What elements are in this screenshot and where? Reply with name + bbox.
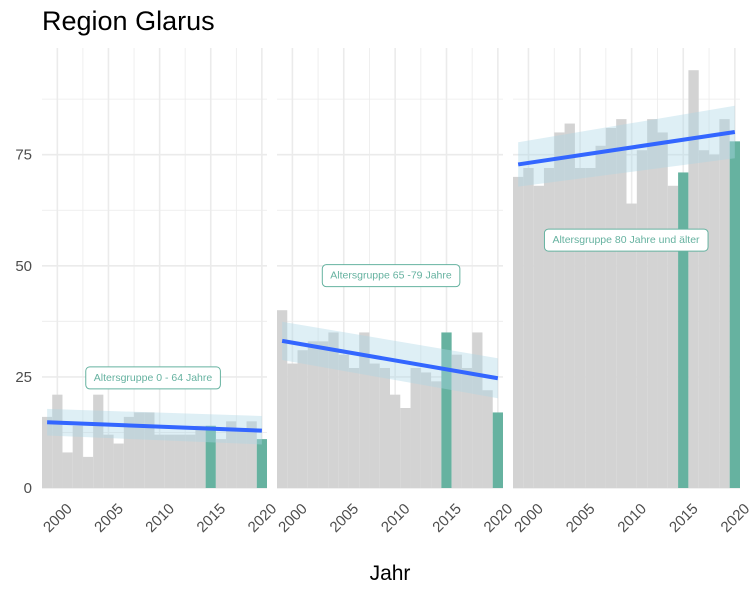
bar bbox=[647, 119, 658, 488]
panel-label: Altersgruppe 65 -79 Jahre bbox=[330, 270, 452, 282]
bar bbox=[636, 150, 648, 488]
chart-title: Region Glarus bbox=[42, 6, 215, 36]
bar bbox=[564, 123, 575, 489]
bar bbox=[154, 434, 165, 488]
bar bbox=[103, 434, 114, 488]
bar bbox=[215, 439, 227, 488]
panel-label-box bbox=[85, 366, 221, 390]
bar bbox=[185, 434, 196, 488]
bar bbox=[400, 408, 411, 488]
bar bbox=[472, 332, 483, 488]
x-tick-label: 2015 bbox=[194, 500, 230, 536]
bar bbox=[123, 416, 135, 488]
highlight-bar bbox=[256, 439, 267, 488]
x-tick-label: 2015 bbox=[429, 500, 465, 536]
bar bbox=[318, 341, 329, 488]
bar bbox=[195, 425, 206, 488]
x-tick-label: 2005 bbox=[91, 500, 127, 536]
bar bbox=[164, 434, 175, 488]
bar bbox=[709, 154, 720, 488]
x-tick-label: 2005 bbox=[563, 500, 599, 536]
bar bbox=[307, 341, 319, 488]
bar bbox=[605, 128, 617, 488]
bar bbox=[698, 150, 710, 488]
bar bbox=[82, 456, 94, 488]
bar bbox=[719, 119, 730, 488]
trend-line bbox=[281, 338, 499, 381]
bar bbox=[287, 363, 298, 488]
x-tick-label: 2015 bbox=[666, 500, 702, 536]
bar bbox=[113, 443, 124, 488]
bar bbox=[52, 394, 63, 488]
bar bbox=[236, 430, 247, 488]
x-tick-label: 2010 bbox=[614, 500, 650, 536]
bar bbox=[174, 434, 186, 488]
x-axis-label: Jahr bbox=[369, 562, 411, 585]
bar bbox=[348, 368, 360, 488]
bar bbox=[513, 176, 524, 488]
bar bbox=[626, 203, 637, 489]
panel-label-box bbox=[321, 264, 461, 288]
x-tick-label: 2010 bbox=[378, 500, 414, 536]
trend-line bbox=[517, 130, 736, 167]
y-tick-label: 0 bbox=[24, 480, 32, 497]
bar bbox=[72, 425, 83, 488]
bar bbox=[328, 332, 339, 488]
bar bbox=[144, 412, 155, 488]
panel-label: Altersgruppe 0 - 64 Jahre bbox=[94, 372, 213, 384]
x-tick-label: 2000 bbox=[40, 500, 76, 536]
bar bbox=[390, 394, 401, 488]
bar bbox=[431, 381, 442, 488]
bar bbox=[379, 368, 390, 488]
bar bbox=[93, 394, 104, 488]
panel-label-box bbox=[543, 228, 709, 252]
y-tick-label: 75 bbox=[15, 147, 32, 164]
bar bbox=[533, 185, 544, 488]
y-tick-label: 25 bbox=[15, 369, 32, 386]
bar bbox=[42, 416, 53, 488]
bar bbox=[410, 368, 421, 488]
bar bbox=[359, 332, 370, 488]
bar bbox=[574, 168, 586, 488]
bar bbox=[369, 363, 380, 488]
bar bbox=[461, 368, 473, 488]
bar bbox=[277, 310, 288, 488]
highlight-bar bbox=[729, 141, 740, 489]
bar bbox=[667, 185, 679, 488]
bar bbox=[62, 452, 73, 488]
bar bbox=[226, 421, 237, 488]
x-tick-label: 2020 bbox=[718, 500, 750, 536]
highlight-bar bbox=[205, 425, 216, 488]
bar bbox=[297, 350, 308, 488]
bar bbox=[451, 354, 462, 488]
x-tick-label: 2020 bbox=[481, 500, 517, 536]
bar bbox=[554, 132, 565, 488]
y-tick-label: 50 bbox=[15, 258, 32, 275]
highlight-bar bbox=[678, 172, 689, 488]
x-tick-label: 2020 bbox=[245, 500, 281, 536]
highlight-bar bbox=[441, 332, 452, 488]
bar bbox=[585, 168, 596, 488]
bar bbox=[595, 145, 606, 488]
panel-label: Altersgruppe 80 Jahre und älter bbox=[552, 234, 700, 246]
trend-line bbox=[47, 420, 262, 433]
x-tick-label: 2000 bbox=[511, 500, 547, 536]
bar bbox=[246, 421, 257, 488]
bar bbox=[523, 168, 534, 488]
bar bbox=[420, 372, 432, 488]
bar bbox=[616, 119, 627, 488]
x-tick-label: 2010 bbox=[142, 500, 178, 536]
x-tick-label: 2000 bbox=[275, 500, 311, 536]
bar bbox=[688, 70, 699, 488]
bar bbox=[657, 132, 668, 488]
bar bbox=[482, 390, 493, 488]
x-tick-label: 2005 bbox=[327, 500, 363, 536]
highlight-bar bbox=[492, 412, 503, 488]
bar bbox=[338, 354, 349, 488]
bar bbox=[134, 412, 145, 488]
bar bbox=[543, 168, 555, 488]
